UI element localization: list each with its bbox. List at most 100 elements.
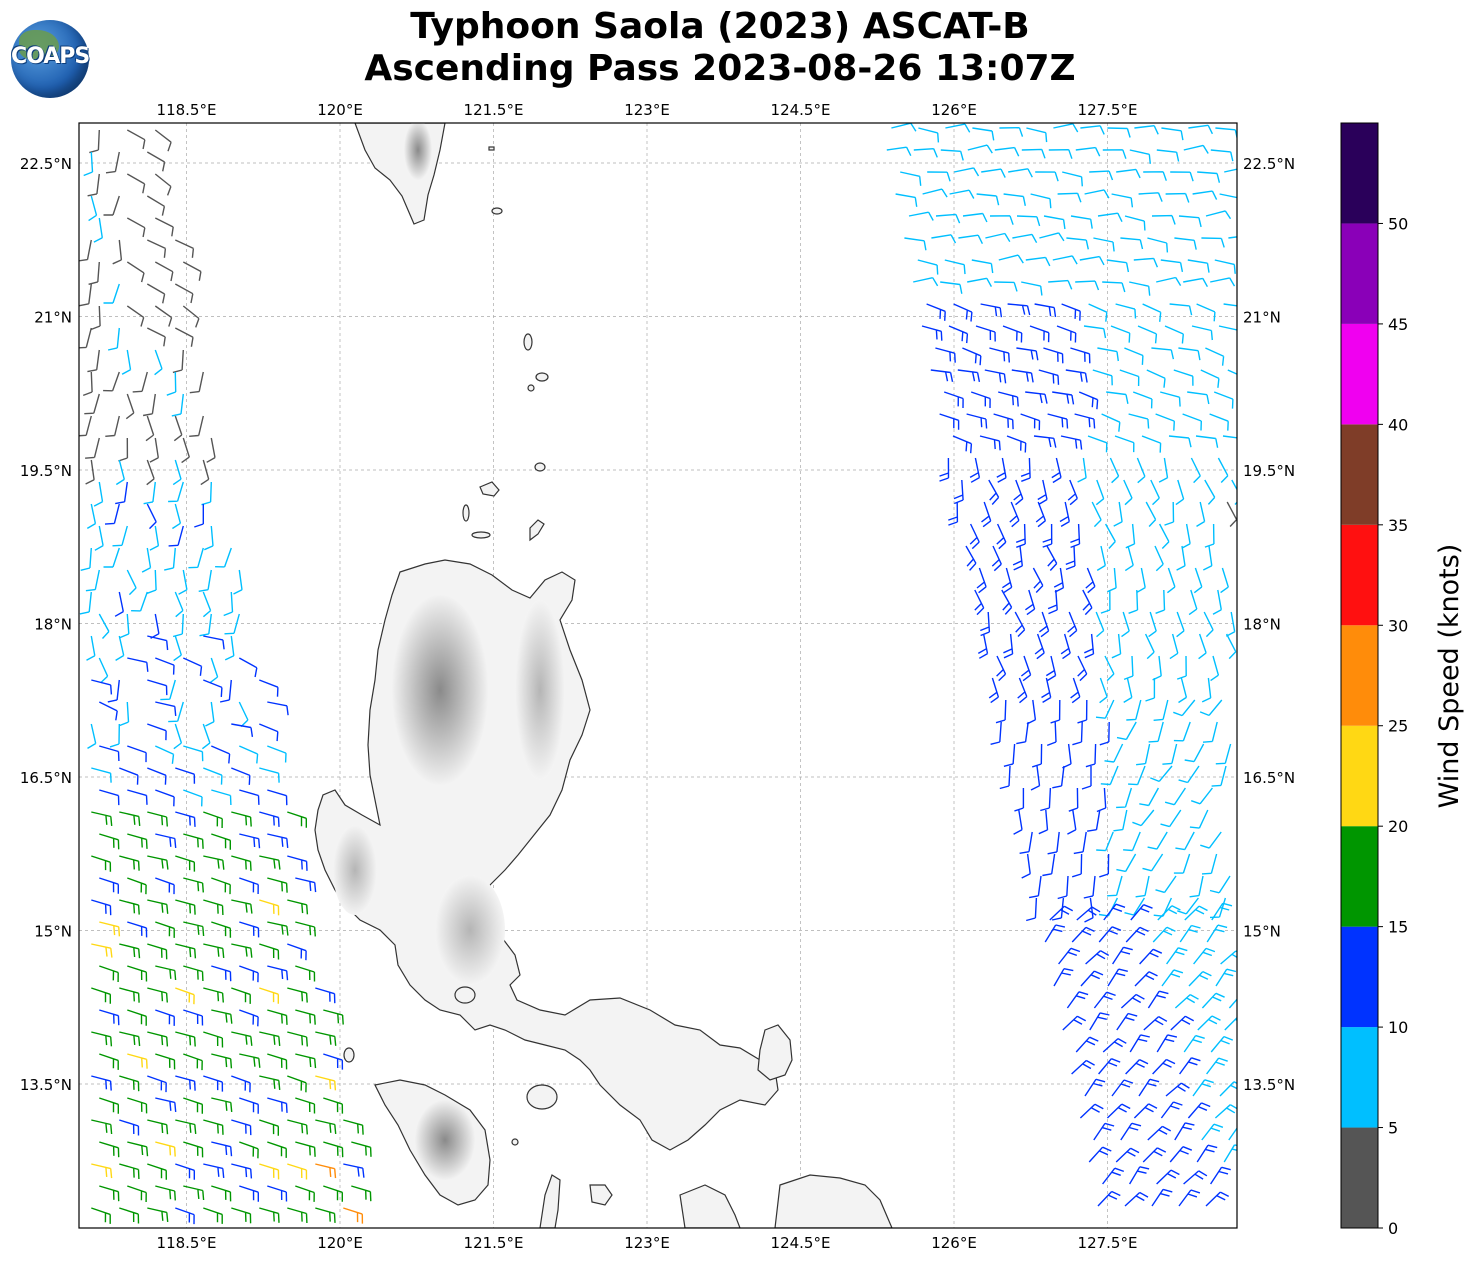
wind-barb — [988, 479, 1000, 505]
wind-barb — [1161, 969, 1184, 987]
wind-barb — [977, 633, 989, 659]
wind-barb — [154, 261, 174, 282]
wind-barb — [1142, 303, 1162, 322]
wind-barb — [1134, 125, 1159, 135]
wind-barb — [1085, 950, 1110, 965]
wind-barb — [1106, 1103, 1131, 1119]
wind-barb — [1120, 1122, 1142, 1141]
wind-barb — [259, 767, 280, 783]
wind-barb — [147, 899, 169, 914]
wind-barb — [1102, 281, 1126, 293]
wind-barb — [259, 679, 279, 697]
wind-barb — [1192, 190, 1218, 200]
wind-barb — [989, 215, 1014, 225]
wind-barb — [1214, 1104, 1237, 1119]
wind-barb — [211, 877, 231, 895]
wind-barb — [203, 987, 224, 1003]
wind-barb — [1164, 501, 1175, 526]
wind-barb — [1052, 765, 1065, 789]
wind-barb — [239, 1097, 259, 1114]
wind-barb — [119, 987, 140, 1003]
wind-barb — [146, 459, 155, 486]
wind-barb — [83, 151, 94, 177]
wind-barb — [1204, 479, 1216, 505]
wind-barb — [1147, 831, 1168, 850]
wind-barb — [267, 833, 289, 848]
wind-barb — [259, 1075, 281, 1090]
wind-barb — [1043, 347, 1064, 364]
wind-barb — [895, 193, 918, 207]
wind-barb — [175, 767, 196, 784]
wind-barb — [1115, 1147, 1140, 1163]
wind-barb — [98, 657, 109, 684]
wind-barb — [1136, 457, 1146, 484]
wind-barb — [132, 371, 148, 393]
wind-barb — [1107, 127, 1131, 138]
wind-barb — [107, 327, 120, 351]
wind-barb — [972, 127, 995, 141]
wind-barb — [194, 504, 204, 528]
wind-barb — [1050, 699, 1061, 724]
wind-barb — [904, 237, 927, 251]
wind-barb — [127, 789, 148, 805]
wind-barb — [1026, 127, 1048, 143]
wind-barb — [239, 965, 259, 983]
wind-barb — [1021, 281, 1043, 296]
wind-swath-east — [886, 123, 1237, 1207]
wind-barb — [1220, 567, 1229, 594]
wind-barb — [996, 523, 1007, 550]
wind-barb — [1047, 413, 1069, 429]
wind-barb — [155, 877, 175, 895]
wind-barb — [953, 303, 973, 322]
colorbar-bin — [1341, 424, 1378, 525]
wind-barb — [1071, 1059, 1095, 1075]
wind-barb — [211, 745, 231, 764]
wind-barb — [965, 545, 977, 571]
lon-tick-label: 127.5°E — [1078, 101, 1138, 119]
wind-barb — [1196, 303, 1216, 322]
wind-barb — [1166, 567, 1176, 594]
land-samar — [774, 1174, 893, 1228]
wind-barb — [323, 1141, 344, 1158]
wind-barb — [172, 349, 184, 374]
terrain-cordillera — [392, 595, 488, 785]
wind-barb — [1179, 1057, 1201, 1075]
wind-barb — [155, 1185, 176, 1201]
colorbar-tick-label: 15 — [1388, 918, 1408, 937]
wind-barb — [1084, 189, 1110, 199]
wind-barb — [1145, 678, 1156, 702]
colorbar-bin — [1341, 625, 1378, 726]
wind-barb — [1112, 946, 1133, 965]
wind-barb — [1001, 589, 1013, 615]
colorbar-bin — [1341, 524, 1378, 626]
wind-barb — [1039, 232, 1065, 242]
wind-barb — [91, 1031, 113, 1047]
wind-barb — [1198, 633, 1207, 660]
wind-barb — [183, 921, 205, 937]
wind-barb — [1029, 325, 1050, 343]
wind-barb — [1128, 589, 1139, 614]
wind-barb — [1052, 255, 1078, 265]
wind-barb — [231, 1207, 252, 1224]
wind-barb — [1153, 699, 1169, 721]
wind-barb — [1228, 1126, 1237, 1141]
wind-barb — [239, 1009, 259, 1027]
wind-barb — [154, 173, 172, 196]
wind-barb — [211, 965, 232, 982]
wind-barb — [259, 1119, 279, 1136]
wind-barb — [1116, 168, 1141, 179]
wind-barb — [343, 1163, 365, 1178]
wind-barb — [168, 481, 184, 503]
wind-barb — [166, 371, 177, 396]
wind-barb — [900, 171, 922, 186]
wind-barb — [1019, 831, 1033, 854]
wind-barb — [1053, 968, 1074, 987]
wind-barb — [1116, 721, 1137, 741]
wind-barb — [921, 325, 943, 341]
wind-barb — [1013, 809, 1023, 835]
wind-barb — [1115, 303, 1137, 319]
wind-barb — [1214, 259, 1236, 274]
wind-barb — [183, 657, 203, 676]
wind-barb — [1142, 853, 1164, 872]
wind-barb — [1083, 875, 1096, 899]
